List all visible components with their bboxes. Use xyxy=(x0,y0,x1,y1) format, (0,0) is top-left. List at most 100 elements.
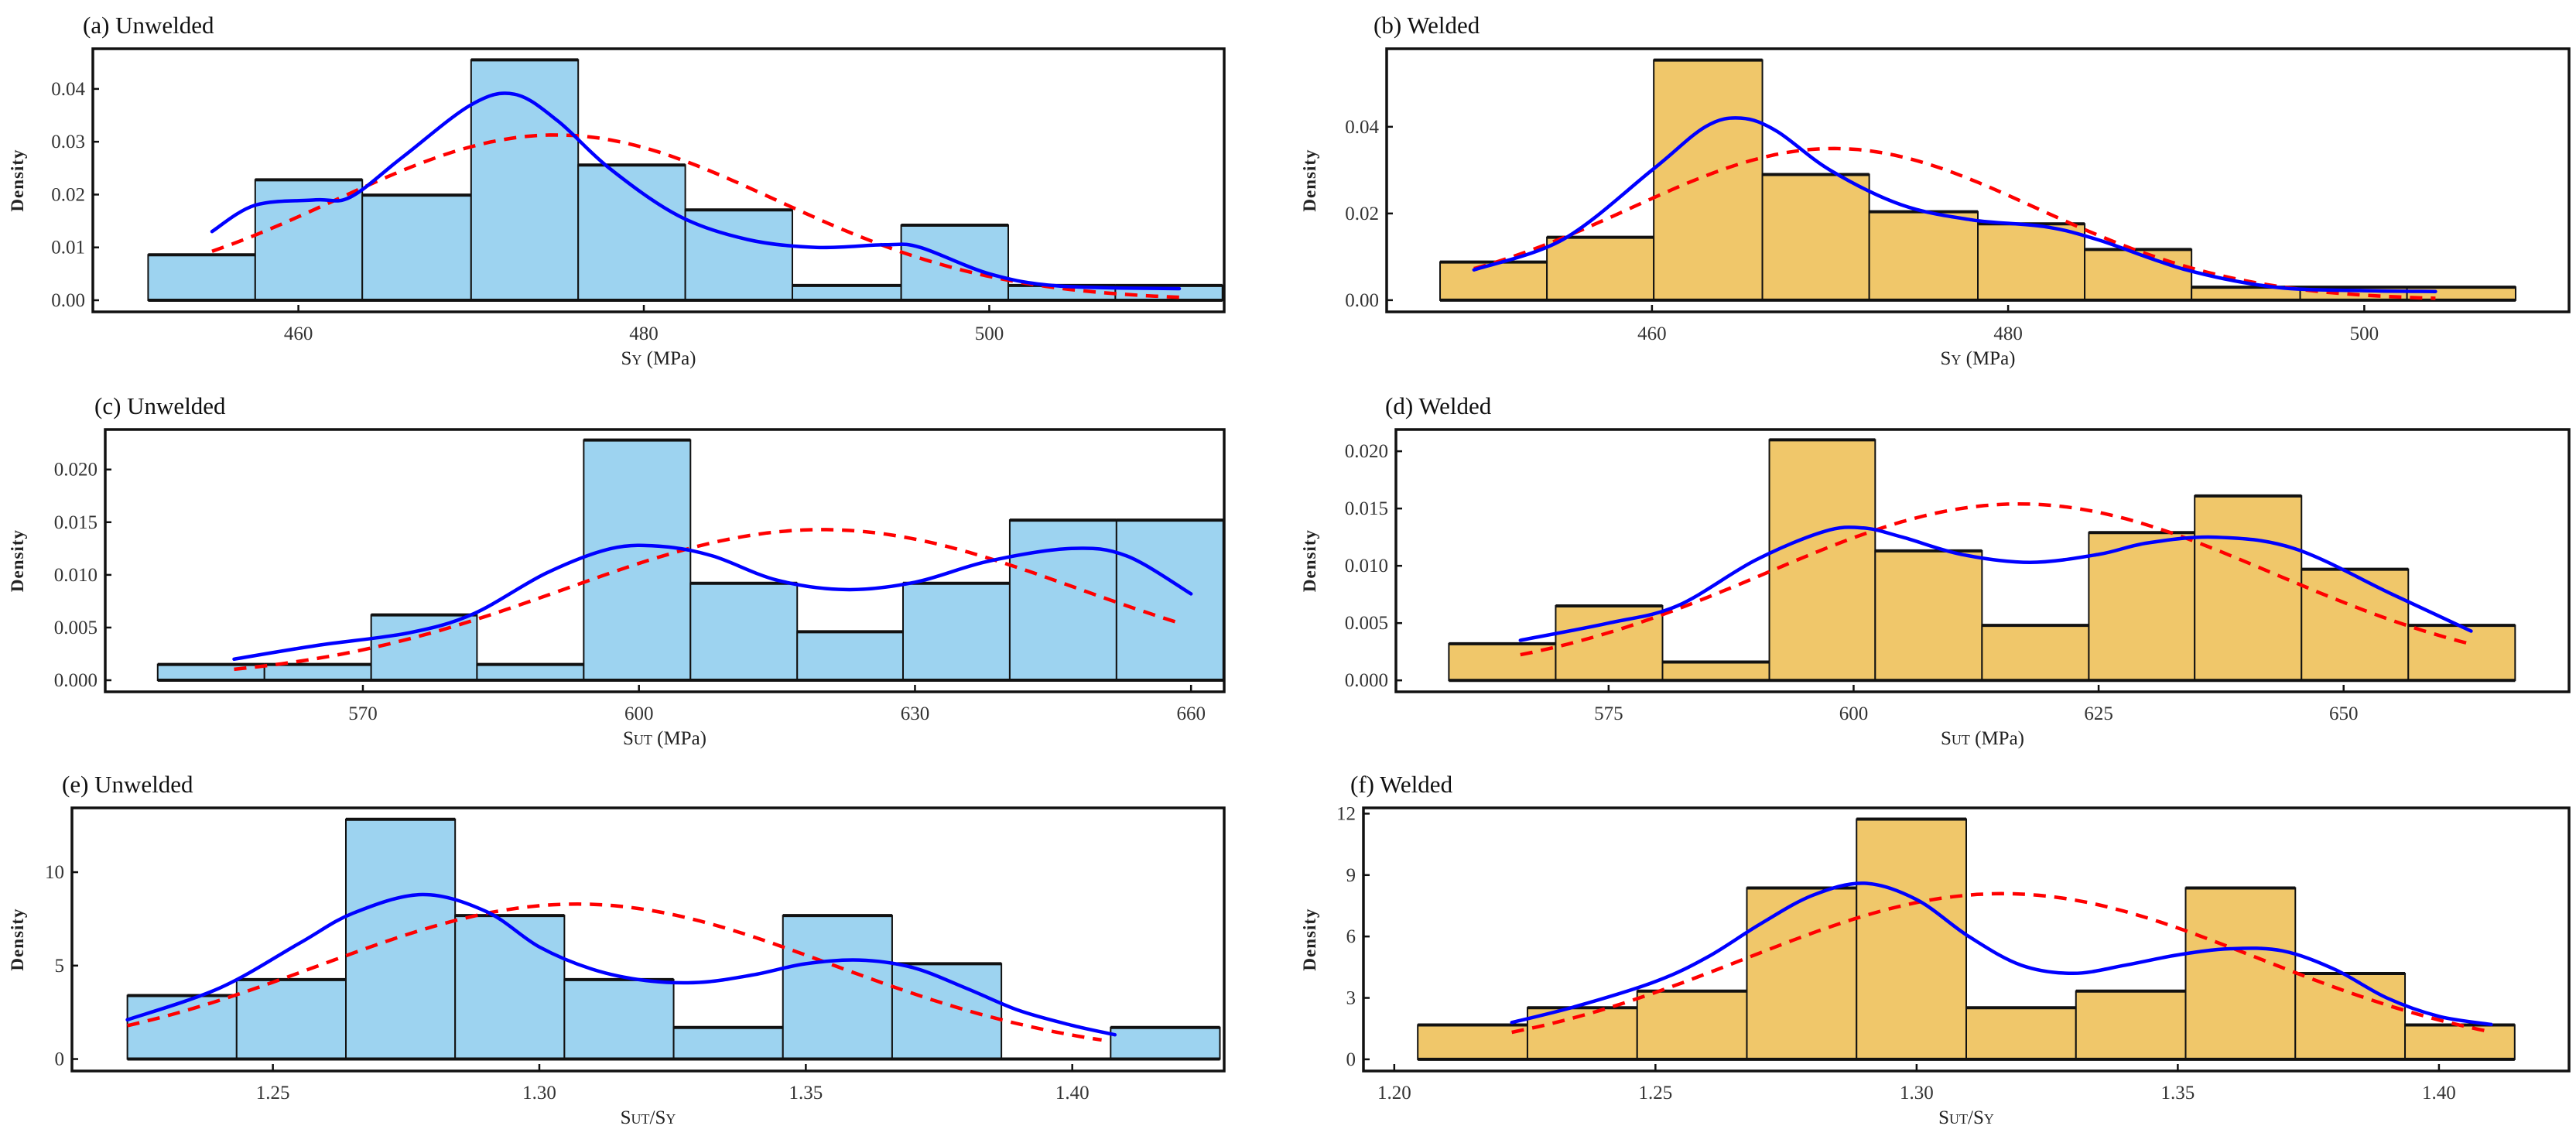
histogram-bar xyxy=(1417,1024,1528,1060)
x-tick-label: 570 xyxy=(348,703,378,724)
histogram-bar xyxy=(147,254,256,301)
x-axis-label-part: /S xyxy=(1968,1107,1984,1128)
plot-frame xyxy=(1394,428,2571,693)
plot-frame xyxy=(91,47,1226,313)
panel-a: (a) Unwelded 0.00 0.01 0.02 0.03 0.04 460 480 50… xyxy=(8,12,1226,369)
x-axis-label-part: S xyxy=(1941,728,1952,749)
x-axis-label-part: Y xyxy=(1951,352,1961,368)
histogram-bar xyxy=(1977,223,2086,301)
y-tick-label: 0.04 xyxy=(51,79,85,100)
histogram-bar xyxy=(235,978,347,1060)
histogram-bar xyxy=(583,439,692,682)
panel-e: (e) Unwelded 0 5 10 1.25 1.30 1.35 1.40 SUT/SY De… xyxy=(8,771,1226,1128)
y-axis-label: Density xyxy=(1300,529,1319,592)
x-axis-label-part: UT xyxy=(634,732,652,748)
x-axis-label-part: Y xyxy=(631,352,641,368)
x-tick-label: 1.30 xyxy=(522,1083,556,1103)
x-axis-label-part: (MPa) xyxy=(1961,348,2015,369)
x-axis-label-part: S xyxy=(1940,348,1951,369)
x-tick-label: 650 xyxy=(2329,703,2359,724)
x-axis-label: SUT/SY xyxy=(621,1107,676,1128)
histogram-bar xyxy=(361,194,472,301)
plot-frame xyxy=(70,806,1226,1073)
panel-title: (c) Unwelded xyxy=(94,392,226,419)
y-axis-label: Density xyxy=(8,908,27,970)
y-tick-label: 5 xyxy=(55,956,65,977)
x-tick-label: 500 xyxy=(975,323,1004,344)
histogram-bar xyxy=(476,663,585,682)
panel-f: (f) Welded 0 3 6 9 12 1.20 1.25 1.30 1.35 1.40 SUT/… xyxy=(1300,771,2571,1128)
histogram-bar xyxy=(1874,549,1983,682)
y-tick-label: 9 xyxy=(1346,865,1356,886)
x-axis-label-part: Y xyxy=(665,1111,676,1127)
y-tick-label: 0.020 xyxy=(1345,441,1388,462)
histogram-bar xyxy=(2075,990,2187,1060)
x-tick-label: 660 xyxy=(1176,703,1206,724)
x-axis-label-part: (MPa) xyxy=(1970,728,2024,749)
x-axis-label-part: (MPa) xyxy=(652,728,706,749)
x-axis-label-part: UT xyxy=(631,1111,650,1127)
histogram-bar xyxy=(672,1026,784,1060)
x-tick-label: 480 xyxy=(629,323,659,344)
histogram-bar xyxy=(1008,519,1117,682)
y-tick-label: 3 xyxy=(1346,988,1356,1009)
histogram-bar xyxy=(156,663,265,682)
histogram-bar xyxy=(1868,210,1979,301)
x-axis-label-part: Y xyxy=(1984,1111,1994,1127)
y-tick-label: 0.01 xyxy=(51,238,85,258)
histogram-bar xyxy=(2407,624,2516,682)
x-tick-label: 1.20 xyxy=(1377,1083,1411,1103)
x-tick-label: 630 xyxy=(901,703,930,724)
histogram-bar xyxy=(1110,1026,1221,1060)
histogram-bar xyxy=(454,915,566,1060)
histogram-bar xyxy=(689,582,799,682)
x-axis-label-part: (MPa) xyxy=(641,348,696,369)
histogram-bar xyxy=(1761,173,1870,301)
y-tick-label: 0.00 xyxy=(1345,290,1379,311)
x-axis-label-part: S xyxy=(623,728,634,749)
panel-title: (f) Welded xyxy=(1350,771,1453,798)
histogram-bar xyxy=(1661,661,1770,682)
histogram-bar xyxy=(563,978,675,1060)
panel-title: (b) Welded xyxy=(1374,12,1480,39)
histogram-bar xyxy=(2294,973,2407,1060)
histogram-bar xyxy=(1981,624,2090,682)
x-axis-label: SUT/SY xyxy=(1938,1107,1994,1128)
x-axis-label: SUT (MPa) xyxy=(623,728,706,749)
histogram-bar xyxy=(2084,248,2193,301)
histogram-bar xyxy=(344,818,457,1060)
histogram-bar xyxy=(791,284,902,301)
kde-curve xyxy=(210,91,1182,291)
x-axis-label: SY (MPa) xyxy=(1940,348,2015,369)
y-axis-label: Density xyxy=(1300,908,1319,970)
histogram-bar xyxy=(796,631,904,682)
y-axis-label: Density xyxy=(8,529,27,592)
y-axis-label: Density xyxy=(8,149,27,211)
histogram-bar xyxy=(1115,519,1224,682)
histogram-bar xyxy=(2184,887,2297,1060)
y-tick-label: 0.02 xyxy=(1345,204,1379,224)
x-tick-label: 600 xyxy=(1839,703,1869,724)
plot-frame xyxy=(104,428,1226,693)
panel-d: (d) Welded 0.000 0.005 0.010 0.015 0.020 575 60… xyxy=(1300,392,2571,749)
x-tick-label: 1.35 xyxy=(789,1083,823,1103)
y-tick-label: 0.04 xyxy=(1345,117,1379,138)
histogram-bar xyxy=(1653,59,1764,301)
y-tick-label: 10 xyxy=(45,862,64,883)
x-tick-label: 1.40 xyxy=(2422,1083,2456,1103)
x-tick-label: 1.25 xyxy=(1638,1083,1672,1103)
y-tick-label: 0.005 xyxy=(54,618,97,638)
histogram-bar xyxy=(1768,439,1876,682)
histogram-bar xyxy=(370,614,478,682)
histogram-bar xyxy=(2194,494,2303,682)
y-tick-label: 0.00 xyxy=(51,290,85,311)
histogram-bar xyxy=(1439,261,1548,301)
x-tick-label: 500 xyxy=(2350,323,2379,344)
histogram-bar xyxy=(684,209,793,301)
y-tick-label: 0.02 xyxy=(51,184,85,205)
histogram-bar xyxy=(1856,818,1968,1060)
x-tick-label: 460 xyxy=(284,323,313,344)
histogram-bar xyxy=(1636,990,1748,1060)
y-tick-label: 0.010 xyxy=(1345,556,1388,577)
